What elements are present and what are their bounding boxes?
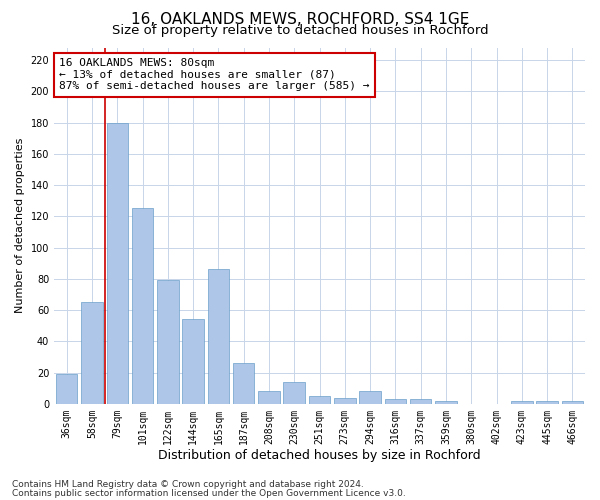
Bar	[435, 400, 457, 404]
Text: Contains HM Land Registry data © Crown copyright and database right 2024.: Contains HM Land Registry data © Crown c…	[12, 480, 364, 489]
Bar	[258, 392, 280, 404]
Bar	[208, 270, 229, 404]
Text: 16 OAKLANDS MEWS: 80sqm
← 13% of detached houses are smaller (87)
87% of semi-de: 16 OAKLANDS MEWS: 80sqm ← 13% of detache…	[59, 58, 370, 92]
Bar	[107, 122, 128, 404]
Bar	[182, 320, 204, 404]
X-axis label: Distribution of detached houses by size in Rochford: Distribution of detached houses by size …	[158, 450, 481, 462]
Bar	[385, 399, 406, 404]
Bar	[410, 399, 431, 404]
Bar	[283, 382, 305, 404]
Bar	[334, 398, 356, 404]
Bar	[536, 400, 558, 404]
Text: 16, OAKLANDS MEWS, ROCHFORD, SS4 1GE: 16, OAKLANDS MEWS, ROCHFORD, SS4 1GE	[131, 12, 469, 28]
Text: Size of property relative to detached houses in Rochford: Size of property relative to detached ho…	[112, 24, 488, 37]
Bar	[359, 392, 381, 404]
Bar	[511, 400, 533, 404]
Y-axis label: Number of detached properties: Number of detached properties	[15, 138, 25, 314]
Text: Contains public sector information licensed under the Open Government Licence v3: Contains public sector information licen…	[12, 490, 406, 498]
Bar	[56, 374, 77, 404]
Bar	[233, 363, 254, 404]
Bar	[309, 396, 330, 404]
Bar	[81, 302, 103, 404]
Bar	[157, 280, 179, 404]
Bar	[562, 400, 583, 404]
Bar	[132, 208, 153, 404]
